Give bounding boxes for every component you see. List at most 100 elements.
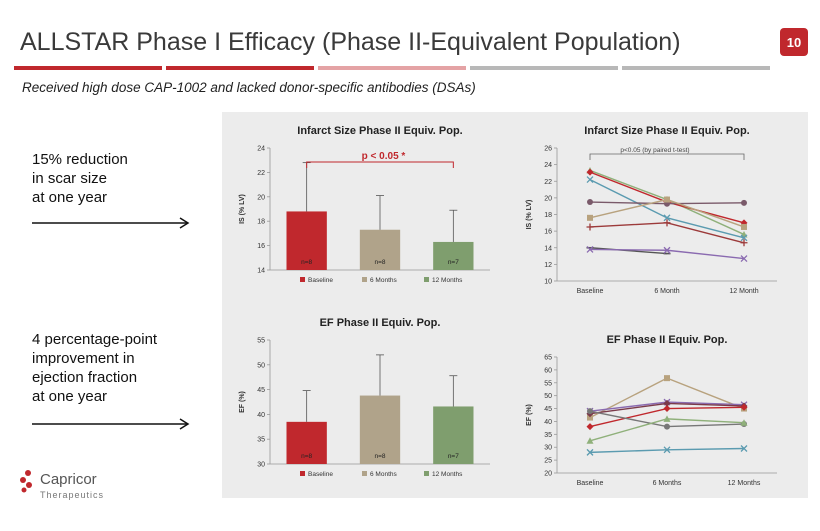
y-tick-label: 20 xyxy=(544,471,552,478)
legend-swatch xyxy=(362,277,367,282)
underline-segment xyxy=(622,66,770,70)
series-line xyxy=(589,418,745,442)
data-point xyxy=(741,199,747,206)
y-tick-label: 12 xyxy=(544,262,552,269)
y-axis-label: EF (%) xyxy=(239,391,246,413)
data-point xyxy=(740,234,748,242)
charts-panel: Infarct Size Phase II Equiv. Pop. IS (% L… xyxy=(222,112,808,498)
y-tick-label: 18 xyxy=(544,212,552,219)
data-point xyxy=(740,445,748,452)
y-tick-label: 18 xyxy=(257,219,265,226)
y-tick-label: 45 xyxy=(257,387,265,394)
chart-title: EF Phase II Equiv. Pop. xyxy=(607,334,728,346)
y-tick-label: 40 xyxy=(544,419,552,426)
y-tick-label: 26 xyxy=(544,146,552,153)
page-number-badge: 10 xyxy=(780,28,808,56)
slide-title: ALLSTAR Phase I Efficacy (Phase II-Equiv… xyxy=(20,28,681,56)
y-tick-label: 24 xyxy=(257,146,265,153)
bar-label: n=7 xyxy=(448,453,459,460)
y-tick-label: 55 xyxy=(257,338,265,345)
bar xyxy=(359,229,401,270)
y-tick-label: 14 xyxy=(544,245,552,252)
arrow-icon xyxy=(32,418,190,430)
underline-segment xyxy=(166,66,314,70)
note-line: in scar size xyxy=(32,170,108,187)
underline-segment xyxy=(14,66,162,70)
legend-swatch xyxy=(362,471,367,476)
data-point xyxy=(664,375,670,382)
y-tick-label: 22 xyxy=(257,170,265,177)
underline-segment xyxy=(318,66,466,70)
data-point xyxy=(586,437,594,444)
y-tick-label: 50 xyxy=(544,393,552,400)
slide-subtitle: Received high dose CAP-1002 and lacked d… xyxy=(22,80,476,95)
data-point xyxy=(587,414,593,421)
x-tick-label: 6 Months xyxy=(653,480,682,487)
data-point xyxy=(664,196,670,203)
legend-label: 12 Months xyxy=(432,277,463,284)
data-point xyxy=(740,239,748,247)
data-point xyxy=(740,255,748,263)
chart-4: EF Phase II Equiv. Pop. EF (%) 20 25 30 35 40 4… xyxy=(526,334,777,487)
data-point xyxy=(587,199,593,206)
legend-label: 6 Months xyxy=(370,471,397,478)
data-point xyxy=(587,408,593,415)
chart-2: Infarct Size Phase II Equiv. Pop. IS (% L… xyxy=(526,125,777,295)
y-tick-label: 65 xyxy=(544,355,552,362)
chart-title: Infarct Size Phase II Equiv. Pop. xyxy=(297,125,462,137)
underline-segment xyxy=(470,66,618,70)
chart-3: EF Phase II Equiv. Pop. EF (%) 30 35 40 45 50 5… xyxy=(239,317,490,478)
y-tick-label: 30 xyxy=(257,462,265,469)
note-scar-size: 15% reduction in scar size at one year xyxy=(32,150,128,207)
note-line: at one year xyxy=(32,388,108,405)
arrow-icon xyxy=(32,217,190,229)
significance-bracket xyxy=(306,161,454,168)
logo-tagline: Therapeutics xyxy=(40,490,105,500)
chart-title: Infarct Size Phase II Equiv. Pop. xyxy=(584,125,749,137)
capricor-logo-icon xyxy=(20,470,32,493)
x-tick-label: 12 Months xyxy=(728,480,761,487)
significance-label: p<0.05 (by paired t-test) xyxy=(620,147,689,154)
x-tick-label: 6 Month xyxy=(654,288,679,295)
y-tick-label: 14 xyxy=(257,268,265,275)
y-tick-label: 24 xyxy=(544,162,552,169)
y-tick-label: 10 xyxy=(544,279,552,286)
legend-swatch xyxy=(424,471,429,476)
legend-label: Baseline xyxy=(308,471,333,478)
note-line: ejection fraction xyxy=(32,369,138,386)
chart-1: Infarct Size Phase II Equiv. Pop. IS (% L… xyxy=(239,125,490,284)
x-tick-label: 12 Month xyxy=(729,288,758,295)
data-point xyxy=(586,245,594,253)
significance-bracket xyxy=(589,153,745,160)
y-tick-label: 22 xyxy=(544,179,552,186)
bar xyxy=(433,406,474,464)
legend-swatch xyxy=(300,471,305,476)
data-point xyxy=(663,446,671,454)
y-tick-label: 20 xyxy=(544,195,552,202)
note-line: 15% reduction xyxy=(32,151,128,168)
data-point xyxy=(663,399,671,407)
y-tick-label: 35 xyxy=(544,432,552,439)
bar-label: n=8 xyxy=(374,259,385,266)
x-tick-label: Baseline xyxy=(577,480,604,487)
charts-svg: Infarct Size Phase II Equiv. Pop. IS (% L… xyxy=(239,125,777,487)
data-point xyxy=(586,423,594,431)
y-tick-label: 50 xyxy=(257,362,265,369)
data-point xyxy=(663,246,671,254)
bar-label: n=8 xyxy=(301,453,312,460)
y-axis-label: IS (% LV) xyxy=(239,194,246,224)
y-tick-label: 35 xyxy=(257,437,265,444)
significance-label: p < 0.05 * xyxy=(362,151,406,162)
data-point xyxy=(663,405,671,413)
logo-name: Capricor xyxy=(40,471,97,488)
bar-label: n=8 xyxy=(374,453,385,460)
bar-label: n=8 xyxy=(301,259,312,266)
y-axis-label: IS (% LV) xyxy=(526,200,533,230)
chart-title: EF Phase II Equiv. Pop. xyxy=(320,317,441,329)
y-tick-label: 40 xyxy=(257,412,265,419)
data-point xyxy=(663,219,671,227)
legend-swatch xyxy=(300,277,305,282)
data-point xyxy=(740,403,748,411)
legend-swatch xyxy=(424,277,429,282)
bar-label: n=7 xyxy=(448,259,459,266)
